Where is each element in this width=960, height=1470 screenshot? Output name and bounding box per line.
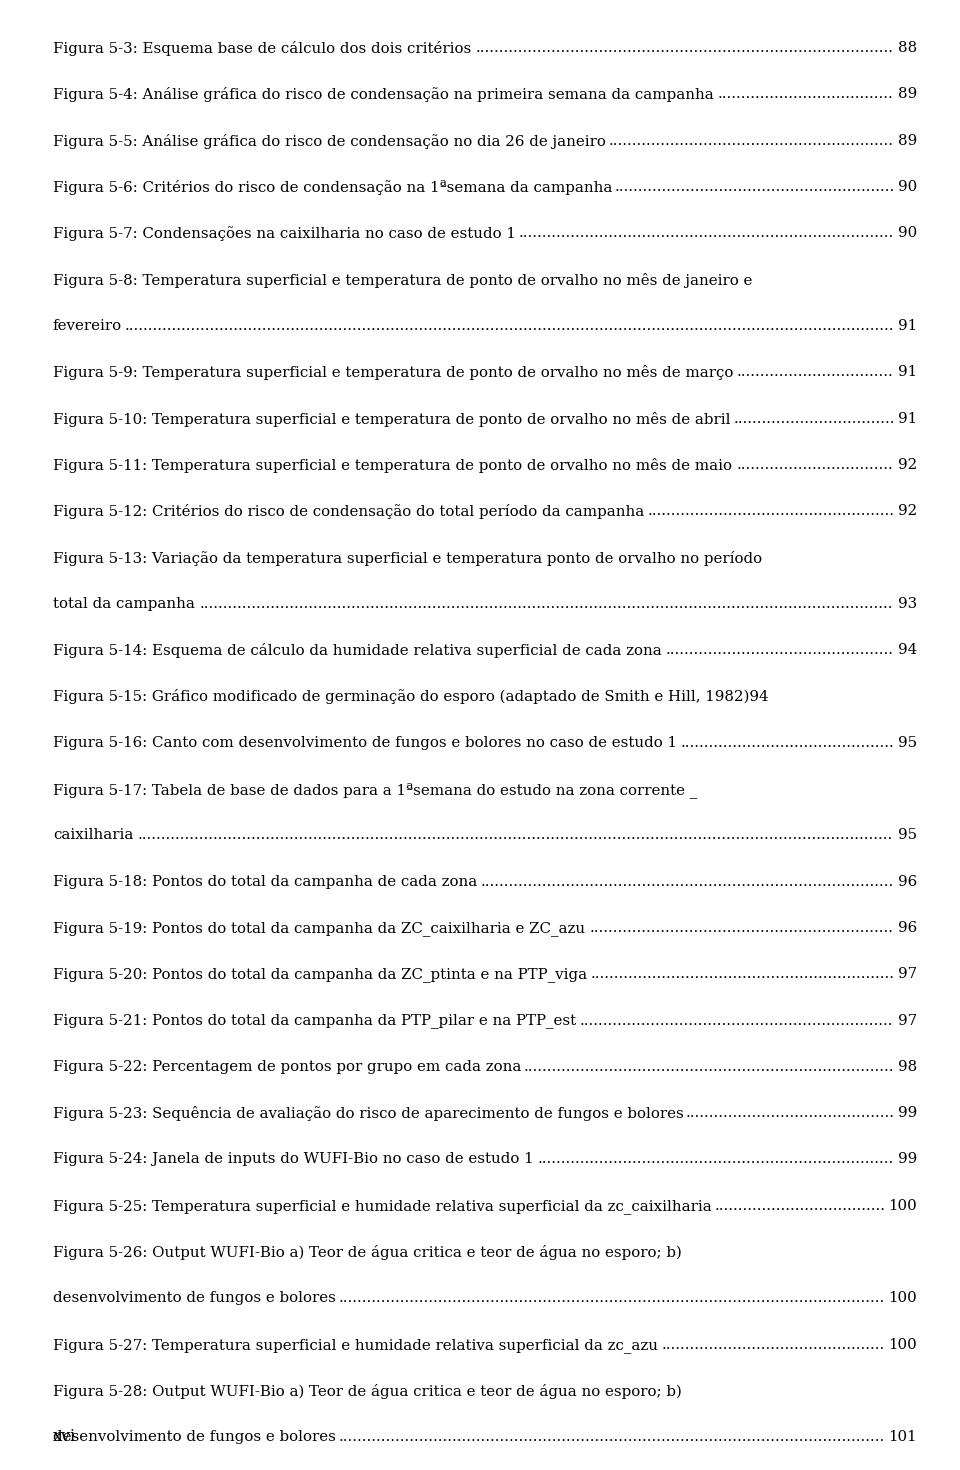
Text: Figura 5-8: Temperatura superficial e temperatura de ponto de orvalho no mês de : Figura 5-8: Temperatura superficial e te… — [53, 272, 753, 288]
Text: 89: 89 — [898, 87, 917, 101]
Text: Figura 5-23: Sequência de avaliação do risco de aparecimento de fungos e bolores: Figura 5-23: Sequência de avaliação do r… — [53, 1105, 684, 1122]
Text: 92: 92 — [898, 457, 917, 472]
Text: .............................................: ........................................… — [681, 735, 894, 750]
Text: 90: 90 — [898, 179, 917, 194]
Text: ................................................................................: ........................................… — [138, 828, 893, 842]
Text: Figura 5-17: Tabela de base de dados para a 1ªsemana do estudo na zona corrente : Figura 5-17: Tabela de base de dados par… — [53, 782, 697, 798]
Text: Figura 5-25: Temperatura superficial e humidade relativa superficial da zc_caixi: Figura 5-25: Temperatura superficial e h… — [53, 1198, 711, 1214]
Text: Figura 5-10: Temperatura superficial e temperatura de ponto de orvalho no mês de: Figura 5-10: Temperatura superficial e t… — [53, 412, 731, 426]
Text: ....................................: .................................... — [714, 1198, 885, 1213]
Text: ...............................................................................: ........................................… — [519, 226, 894, 241]
Text: Figura 5-6: Critérios do risco de condensação na 1ªsemana da campanha: Figura 5-6: Critérios do risco de conden… — [53, 179, 612, 196]
Text: caixilharia: caixilharia — [53, 828, 133, 842]
Text: ...........................................................................: ........................................… — [538, 1152, 894, 1167]
Text: ................................................: ........................................… — [665, 642, 894, 657]
Text: 100: 100 — [888, 1291, 917, 1305]
Text: Figura 5-3: Esquema base de cálculo dos dois critérios: Figura 5-3: Esquema base de cálculo dos … — [53, 41, 471, 56]
Text: Figura 5-16: Canto com desenvolvimento de fungos e bolores no caso de estudo 1: Figura 5-16: Canto com desenvolvimento d… — [53, 735, 677, 750]
Text: 97: 97 — [898, 967, 917, 982]
Text: .....................................: ..................................... — [718, 87, 894, 101]
Text: Figura 5-24: Janela de inputs do WUFI-Bio no caso de estudo 1: Figura 5-24: Janela de inputs do WUFI-Bi… — [53, 1152, 534, 1167]
Text: 95: 95 — [898, 828, 917, 842]
Text: ................................................................: ........................................… — [590, 967, 895, 982]
Text: 92: 92 — [898, 504, 917, 519]
Text: Figura 5-27: Temperatura superficial e humidade relativa superficial da zc_azu: Figura 5-27: Temperatura superficial e h… — [53, 1338, 658, 1352]
Text: ....................................................: ........................................… — [647, 504, 895, 519]
Text: 93: 93 — [898, 597, 917, 612]
Text: .................................: ................................. — [737, 365, 894, 379]
Text: 96: 96 — [898, 875, 917, 889]
Text: Figura 5-13: Variação da temperatura superficial e temperatura ponto de orvalho : Figura 5-13: Variação da temperatura sup… — [53, 550, 762, 566]
Text: Figura 5-18: Pontos do total da campanha de cada zona: Figura 5-18: Pontos do total da campanha… — [53, 875, 477, 889]
Text: ...........................................................: ........................................… — [614, 179, 895, 194]
Text: Figura 5-4: Análise gráfica do risco de condensação na primeira semana da campan: Figura 5-4: Análise gráfica do risco de … — [53, 87, 713, 103]
Text: ..................................................................: ........................................… — [580, 1013, 894, 1028]
Text: 91: 91 — [898, 319, 917, 334]
Text: .................................: ................................. — [736, 457, 893, 472]
Text: 99: 99 — [898, 1105, 917, 1120]
Text: 91: 91 — [898, 365, 917, 379]
Text: 89: 89 — [898, 134, 917, 148]
Text: 100: 100 — [888, 1338, 917, 1352]
Text: ................................................................................: ........................................… — [339, 1291, 885, 1305]
Text: 101: 101 — [888, 1430, 917, 1445]
Text: 96: 96 — [898, 920, 917, 935]
Text: ............................................................: ........................................… — [609, 134, 894, 148]
Text: Figura 5-20: Pontos do total da campanha da ZC_ptinta e na PTP_viga: Figura 5-20: Pontos do total da campanha… — [53, 967, 587, 982]
Text: Figura 5-11: Temperatura superficial e temperatura de ponto de orvalho no mês de: Figura 5-11: Temperatura superficial e t… — [53, 457, 732, 473]
Text: Figura 5-26: Output WUFI-Bio a) Teor de água critica e teor de água no esporo; b: Figura 5-26: Output WUFI-Bio a) Teor de … — [53, 1245, 682, 1260]
Text: Figura 5-28: Output WUFI-Bio a) Teor de água critica e teor de água no esporo; b: Figura 5-28: Output WUFI-Bio a) Teor de … — [53, 1383, 682, 1399]
Text: ................................................................................: ........................................… — [481, 875, 894, 889]
Text: Figura 5-19: Pontos do total da campanha da ZC_caixilharia e ZC_azu: Figura 5-19: Pontos do total da campanha… — [53, 920, 585, 936]
Text: Figura 5-12: Critérios do risco de condensação do total período da campanha: Figura 5-12: Critérios do risco de conde… — [53, 504, 644, 519]
Text: ............................................: ........................................… — [686, 1105, 895, 1120]
Text: ................................................................................: ........................................… — [339, 1430, 885, 1445]
Text: 94: 94 — [898, 642, 917, 657]
Text: Figura 5-14: Esquema de cálculo da humidade relativa superficial de cada zona: Figura 5-14: Esquema de cálculo da humid… — [53, 642, 661, 659]
Text: 99: 99 — [898, 1152, 917, 1167]
Text: ...............................................: ........................................… — [661, 1338, 884, 1352]
Text: ..............................................................................: ........................................… — [524, 1060, 895, 1075]
Text: Figura 5-5: Análise gráfica do risco de condensação no dia 26 de janeiro: Figura 5-5: Análise gráfica do risco de … — [53, 134, 606, 148]
Text: total da campanha: total da campanha — [53, 597, 195, 612]
Text: 98: 98 — [898, 1060, 917, 1075]
Text: Figura 5-22: Percentagem de pontos por grupo em cada zona: Figura 5-22: Percentagem de pontos por g… — [53, 1060, 521, 1075]
Text: 95: 95 — [898, 735, 917, 750]
Text: ................................................................................: ........................................… — [125, 319, 895, 334]
Text: Figura 5-15: Gráfico modificado de germinação do esporo (adaptado de Smith e Hil: Figura 5-15: Gráfico modificado de germi… — [53, 689, 768, 704]
Text: 88: 88 — [898, 41, 917, 56]
Text: ................................................................................: ........................................… — [200, 597, 893, 612]
Text: Figura 5-21: Pontos do total da campanha da PTP_pilar e na PTP_est: Figura 5-21: Pontos do total da campanha… — [53, 1013, 576, 1029]
Text: fevereiro: fevereiro — [53, 319, 122, 334]
Text: 91: 91 — [898, 412, 917, 426]
Text: Figura 5-7: Condensações na caixilharia no caso de estudo 1: Figura 5-7: Condensações na caixilharia … — [53, 226, 516, 241]
Text: ..................................: .................................. — [733, 412, 895, 426]
Text: desenvolvimento de fungos e bolores: desenvolvimento de fungos e bolores — [53, 1291, 336, 1305]
Text: ................................................................................: ........................................… — [475, 41, 894, 56]
Text: 90: 90 — [898, 226, 917, 241]
Text: desenvolvimento de fungos e bolores: desenvolvimento de fungos e bolores — [53, 1430, 336, 1445]
Text: xvi: xvi — [53, 1427, 76, 1445]
Text: 100: 100 — [888, 1198, 917, 1213]
Text: 97: 97 — [898, 1013, 917, 1028]
Text: Figura 5-9: Temperatura superficial e temperatura de ponto de orvalho no mês de : Figura 5-9: Temperatura superficial e te… — [53, 365, 733, 381]
Text: ................................................................: ........................................… — [589, 920, 893, 935]
